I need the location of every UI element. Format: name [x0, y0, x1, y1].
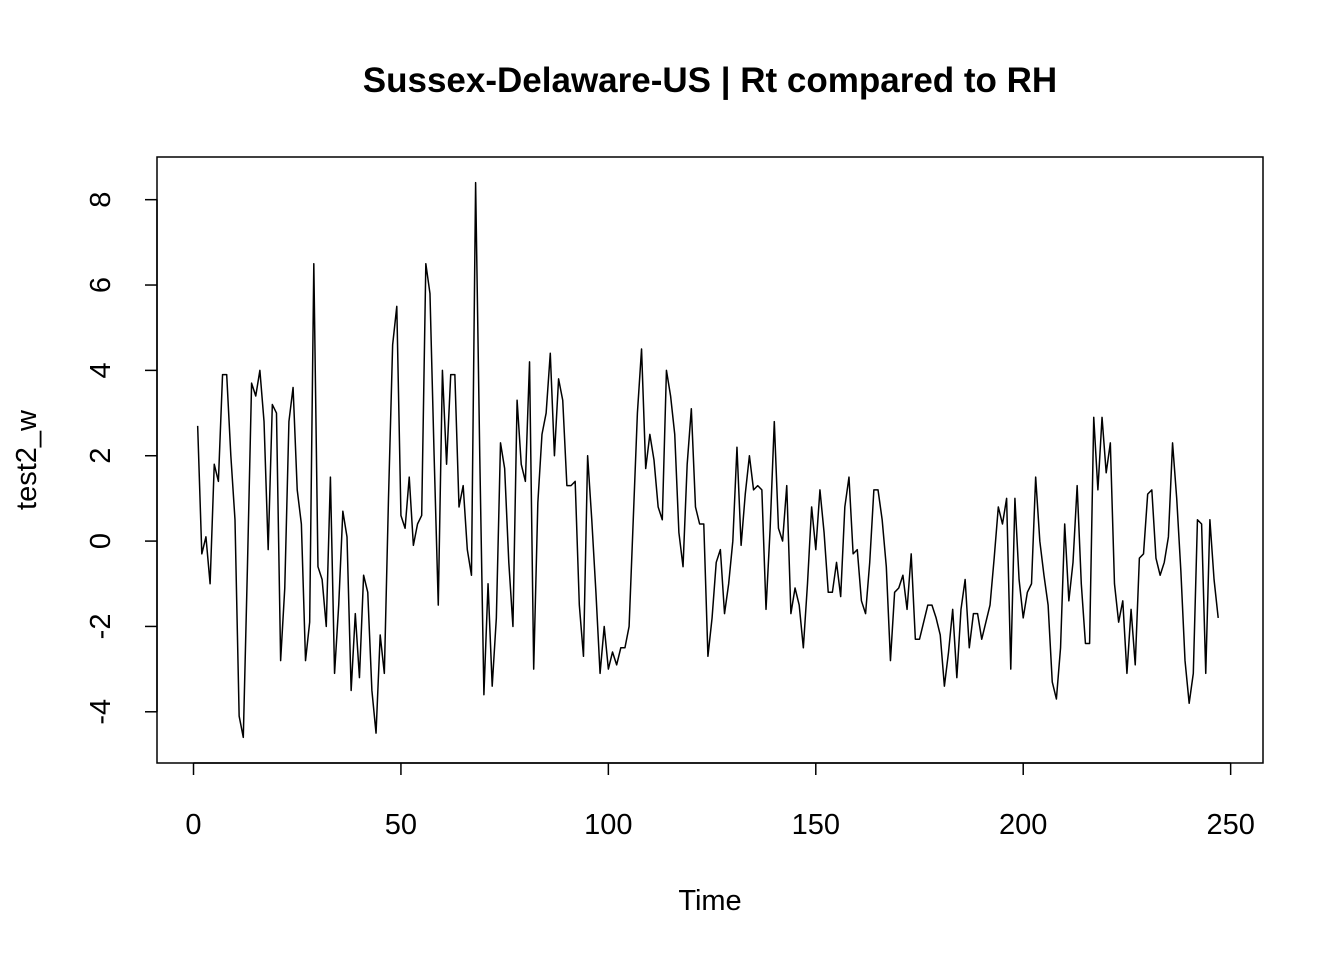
- chart-title: Sussex-Delaware-US | Rt compared to RH: [363, 61, 1057, 100]
- y-tick-label: 4: [85, 362, 117, 378]
- x-tick-label: 0: [185, 809, 201, 841]
- y-tick-label: 8: [85, 192, 117, 208]
- series-line: [196, 181, 1219, 739]
- x-tick-label: 200: [999, 809, 1047, 841]
- x-tick-label: 250: [1206, 809, 1254, 841]
- y-tick-label: -2: [85, 614, 117, 640]
- y-tick-label: -4: [85, 699, 117, 725]
- y-tick-label: 6: [85, 277, 117, 293]
- x-tick-label: 100: [584, 809, 632, 841]
- x-tick-label: 150: [792, 809, 840, 841]
- x-axis: 0 50 100 150 200 250: [185, 762, 1255, 841]
- x-tick-label: 50: [385, 809, 417, 841]
- x-axis-label: Time: [678, 885, 741, 917]
- y-axis: -4 -2 0 2 4 6 8: [85, 192, 158, 725]
- plot-frame: [156, 156, 1264, 764]
- y-tick-label: 0: [85, 533, 117, 549]
- y-tick-label: 2: [85, 448, 117, 464]
- y-axis-label: test2_w: [11, 409, 43, 510]
